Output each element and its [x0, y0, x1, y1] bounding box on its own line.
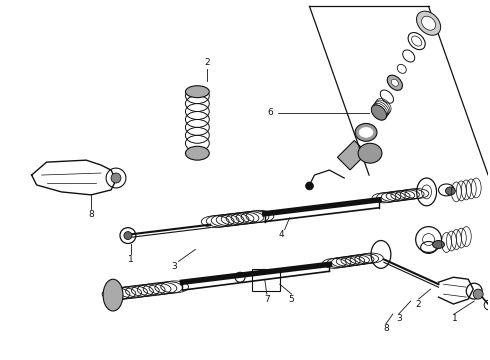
Text: 1: 1: [451, 314, 457, 323]
Text: 2: 2: [204, 58, 210, 67]
Text: 5: 5: [289, 294, 294, 303]
Ellipse shape: [371, 105, 387, 120]
Ellipse shape: [124, 231, 132, 239]
Ellipse shape: [111, 173, 121, 183]
Ellipse shape: [421, 16, 436, 30]
Ellipse shape: [416, 11, 441, 35]
Ellipse shape: [392, 79, 398, 86]
Ellipse shape: [387, 75, 402, 90]
Text: 8: 8: [383, 324, 389, 333]
Text: 8: 8: [88, 210, 94, 219]
Text: 3: 3: [396, 314, 402, 323]
Bar: [252, 269, 280, 291]
Text: 1: 1: [128, 255, 134, 264]
Ellipse shape: [473, 289, 483, 299]
Ellipse shape: [185, 86, 209, 98]
Ellipse shape: [355, 123, 377, 141]
Text: 4: 4: [279, 230, 285, 239]
Ellipse shape: [306, 182, 314, 190]
Text: 3: 3: [172, 262, 177, 271]
Text: 6: 6: [267, 108, 272, 117]
Text: 2: 2: [416, 300, 421, 309]
Ellipse shape: [359, 127, 373, 137]
Ellipse shape: [358, 143, 382, 163]
Ellipse shape: [103, 279, 123, 311]
Bar: [338, 140, 367, 170]
Ellipse shape: [185, 146, 209, 160]
Text: 7: 7: [264, 294, 270, 303]
Ellipse shape: [445, 187, 455, 195]
Ellipse shape: [433, 240, 444, 248]
